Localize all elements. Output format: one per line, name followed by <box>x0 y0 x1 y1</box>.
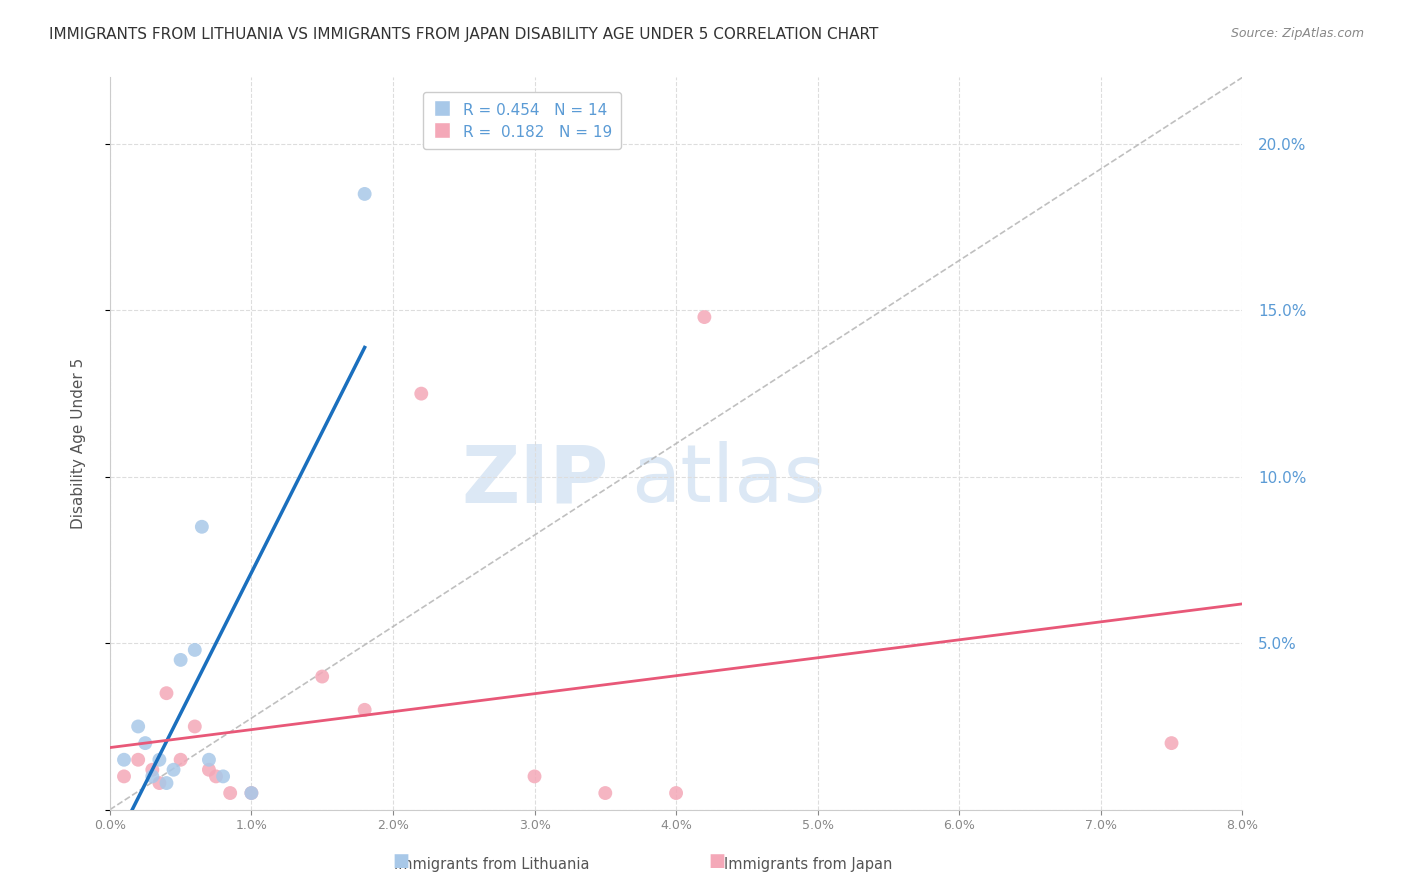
Y-axis label: Disability Age Under 5: Disability Age Under 5 <box>72 358 86 529</box>
Point <box>184 719 207 733</box>
Point <box>134 736 156 750</box>
Point <box>411 386 433 401</box>
Point <box>191 520 214 534</box>
Point <box>127 719 149 733</box>
Text: ZIP: ZIP <box>461 442 609 519</box>
Point <box>212 769 235 783</box>
Point <box>198 763 221 777</box>
Text: ■: ■ <box>392 852 409 870</box>
Point <box>1160 736 1182 750</box>
Point <box>148 753 170 767</box>
Point <box>127 753 149 767</box>
Point <box>240 786 263 800</box>
Point <box>693 310 716 324</box>
Point <box>205 769 228 783</box>
Text: atlas: atlas <box>631 442 825 519</box>
Point <box>523 769 546 783</box>
Point <box>353 186 375 201</box>
Point <box>162 763 184 777</box>
Point <box>665 786 688 800</box>
Point <box>155 686 177 700</box>
Point <box>148 776 170 790</box>
Text: ■: ■ <box>709 852 725 870</box>
Point <box>169 753 191 767</box>
Point <box>198 753 221 767</box>
Point <box>169 653 191 667</box>
Point <box>184 643 207 657</box>
Point <box>141 763 163 777</box>
Point <box>112 769 135 783</box>
Point <box>240 786 263 800</box>
Point <box>141 769 163 783</box>
Point <box>311 669 333 683</box>
Point <box>595 786 617 800</box>
Text: Immigrants from Lithuania: Immigrants from Lithuania <box>394 857 591 872</box>
Legend: R = 0.454   N = 14, R =  0.182   N = 19: R = 0.454 N = 14, R = 0.182 N = 19 <box>423 93 621 149</box>
Text: Source: ZipAtlas.com: Source: ZipAtlas.com <box>1230 27 1364 40</box>
Point <box>112 753 135 767</box>
Text: IMMIGRANTS FROM LITHUANIA VS IMMIGRANTS FROM JAPAN DISABILITY AGE UNDER 5 CORREL: IMMIGRANTS FROM LITHUANIA VS IMMIGRANTS … <box>49 27 879 42</box>
Point <box>353 703 375 717</box>
Point <box>155 776 177 790</box>
Point <box>219 786 242 800</box>
Text: Immigrants from Japan: Immigrants from Japan <box>724 857 893 872</box>
